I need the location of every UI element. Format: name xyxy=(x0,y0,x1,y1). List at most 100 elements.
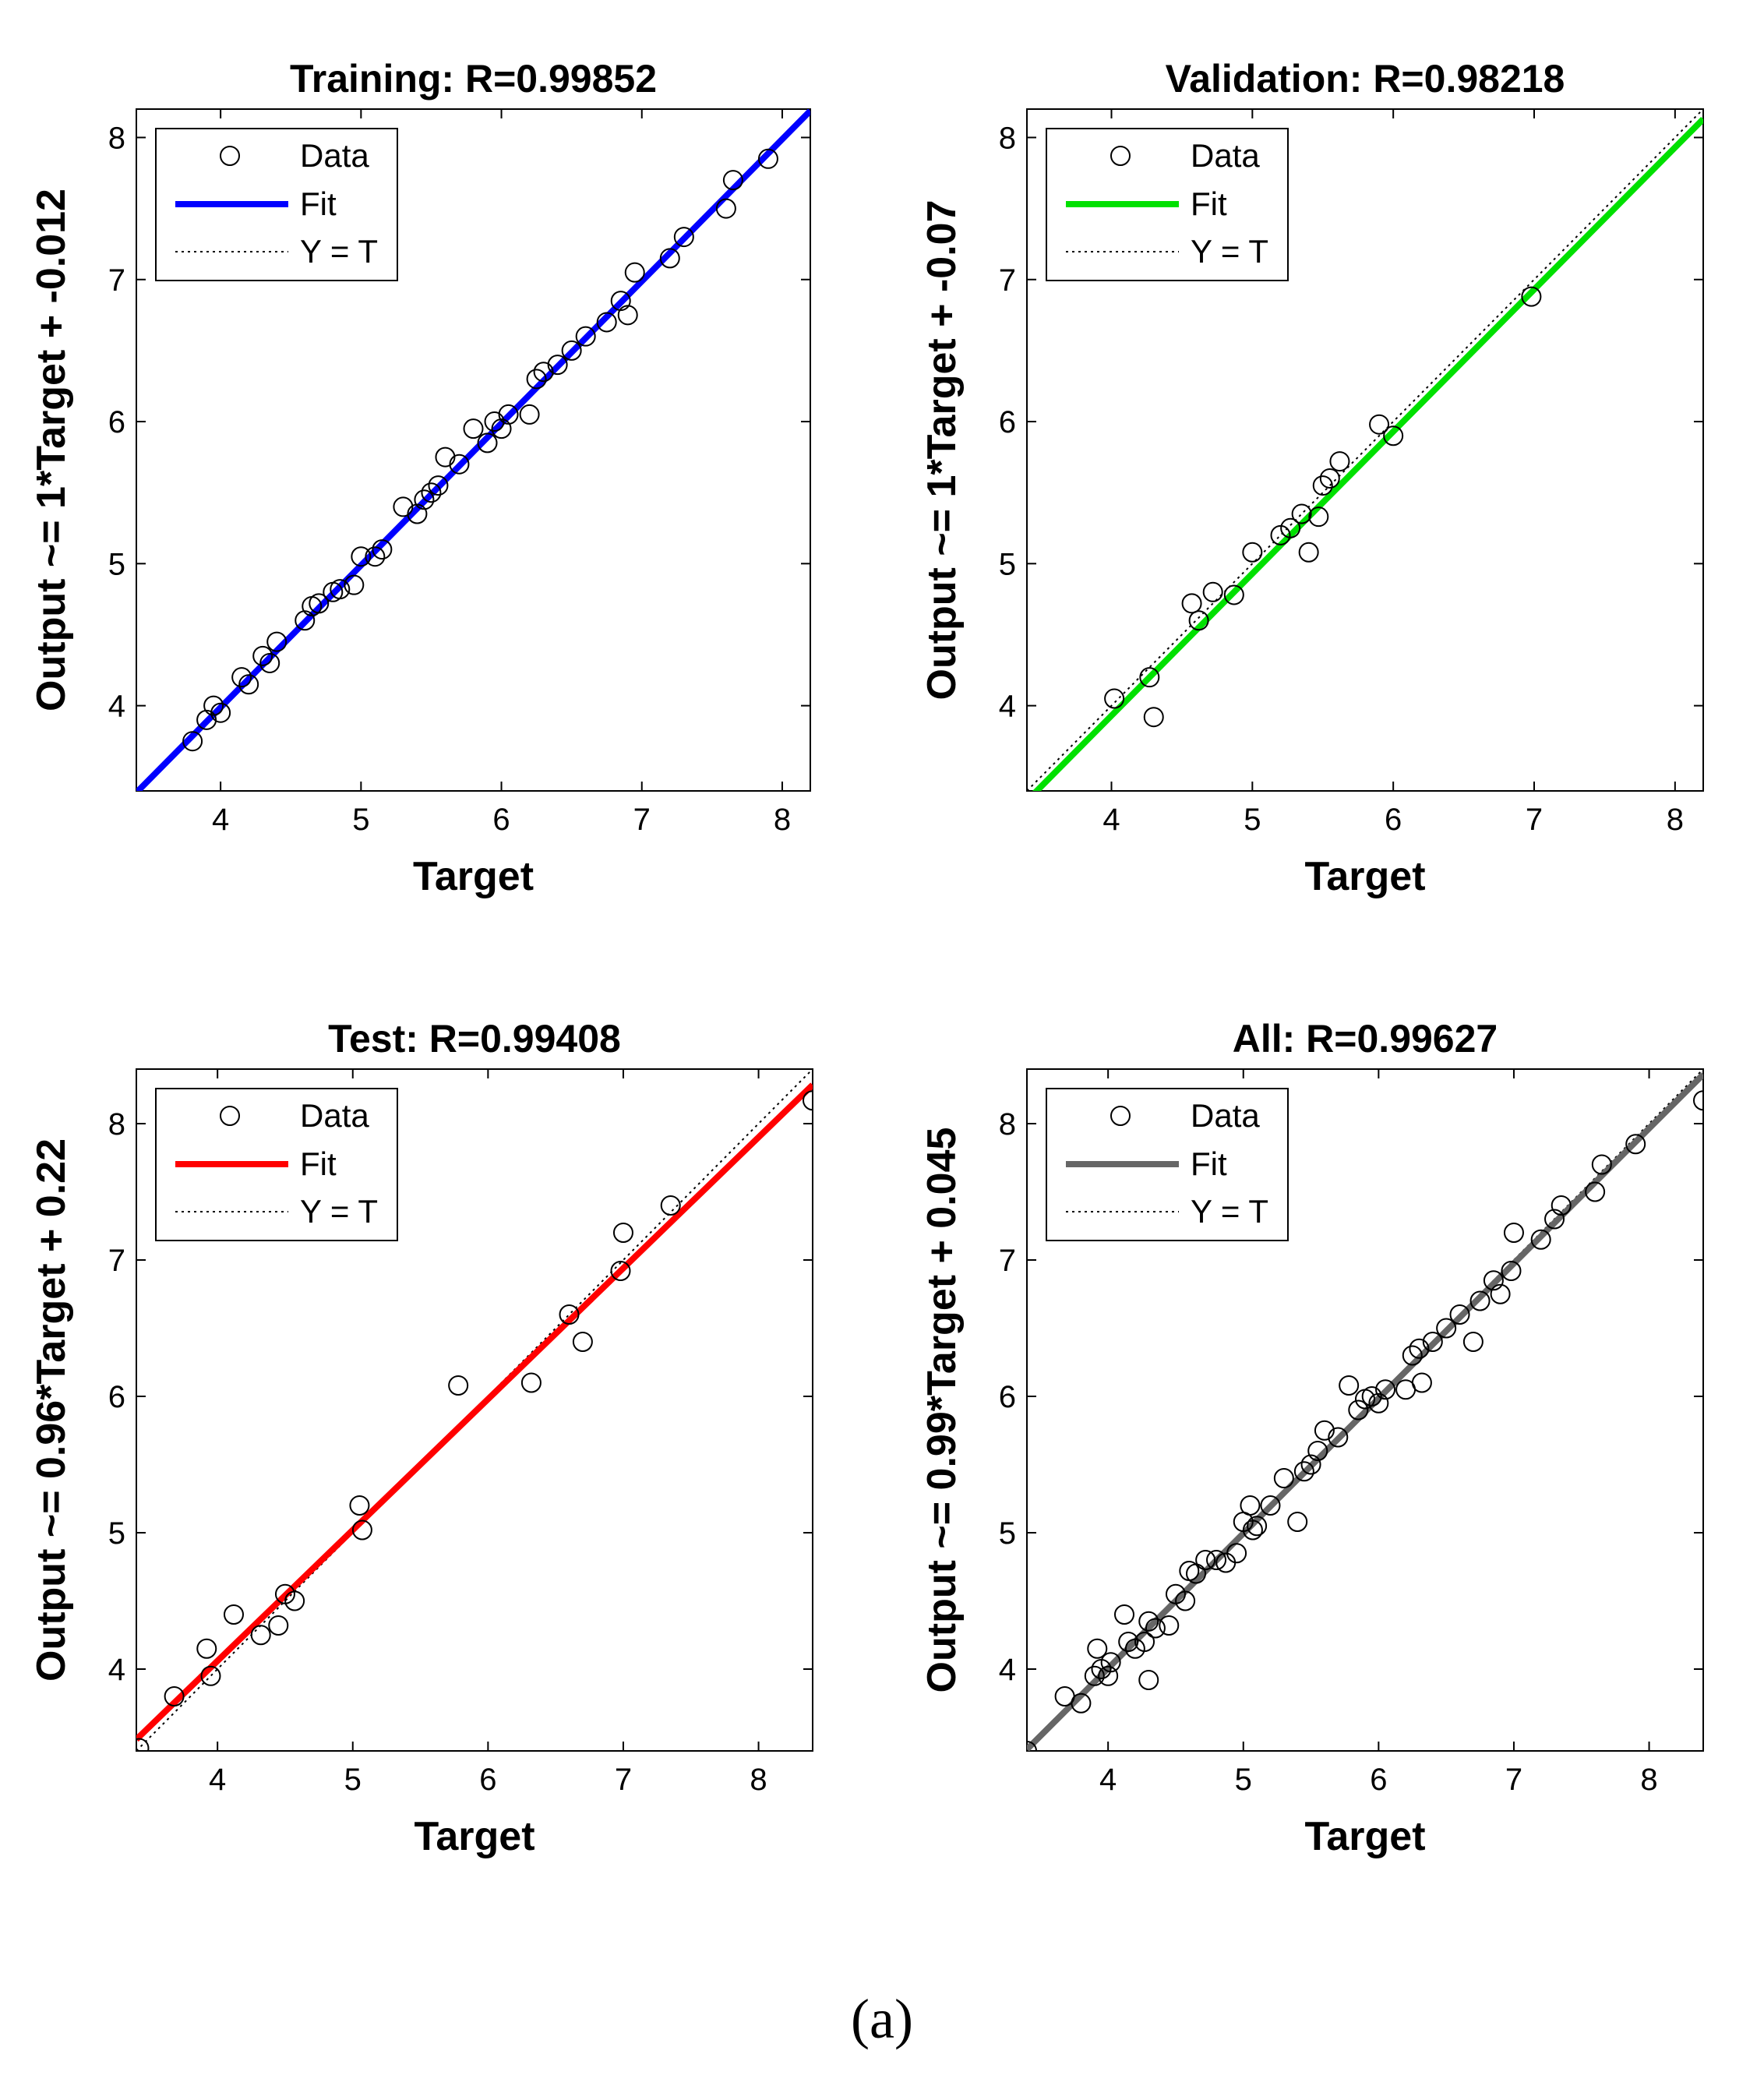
data-point xyxy=(526,369,547,390)
data-point xyxy=(547,355,568,376)
data-point xyxy=(1181,593,1202,614)
data-point xyxy=(268,1615,289,1636)
legend-data-marker xyxy=(1110,1106,1131,1126)
data-point xyxy=(596,312,617,333)
data-point xyxy=(1368,1392,1389,1414)
data-point xyxy=(1462,1332,1484,1352)
data-point xyxy=(1319,468,1340,489)
data-point xyxy=(1134,1632,1155,1652)
identity-line xyxy=(1027,109,1703,791)
data-point xyxy=(428,475,449,496)
data-point xyxy=(1260,1495,1281,1516)
data-point xyxy=(266,631,288,652)
data-point xyxy=(182,731,203,752)
data-point xyxy=(1307,1441,1328,1461)
x-tick-label: 6 xyxy=(1370,1763,1387,1797)
legend-fit-label: Fit xyxy=(1191,185,1227,222)
y-tick-label: 8 xyxy=(999,121,1016,155)
data-point xyxy=(1591,1154,1612,1175)
data-point xyxy=(1551,1195,1572,1216)
data-point xyxy=(351,546,372,567)
data-point xyxy=(575,326,596,347)
fit-line xyxy=(136,1082,813,1742)
data-point xyxy=(421,482,442,503)
chart-title: All: R=0.99627 xyxy=(1233,1017,1498,1061)
x-tick-label: 4 xyxy=(1099,1763,1117,1797)
x-tick-label: 4 xyxy=(209,1763,226,1797)
legend-data-marker xyxy=(220,1106,240,1126)
data-point xyxy=(1409,1338,1430,1359)
data-point xyxy=(533,362,554,383)
data-point xyxy=(448,1375,469,1396)
x-tick-label: 5 xyxy=(352,803,369,837)
data-point xyxy=(1186,1563,1206,1584)
y-tick-label: 6 xyxy=(108,405,125,439)
fit-line xyxy=(136,109,810,791)
data-point xyxy=(1312,475,1333,496)
x-axis-label: Target xyxy=(414,1814,534,1859)
legend-data-label: Data xyxy=(1191,137,1260,174)
data-point xyxy=(1361,1386,1382,1406)
x-axis-label: Target xyxy=(413,854,534,899)
x-tick-label: 8 xyxy=(774,803,791,837)
x-axis-label: Target xyxy=(1304,1814,1425,1859)
data-point xyxy=(572,1332,593,1352)
fit-line xyxy=(1032,116,1703,791)
legend-data-label: Data xyxy=(300,137,369,174)
data-point xyxy=(722,170,743,191)
data-point xyxy=(259,652,280,673)
data-point xyxy=(1436,1318,1457,1339)
data-point xyxy=(1273,1468,1294,1488)
chart-panel-4: All: R=0.99627 4 5 6 7 8 4 5 6 7 8 Target Output ~= … xyxy=(919,1017,1704,1859)
data-point xyxy=(1071,1692,1092,1714)
legend-data-label: Data xyxy=(1191,1097,1260,1134)
fit-line xyxy=(1027,1071,1703,1751)
data-point xyxy=(477,432,498,454)
y-tick-label: 5 xyxy=(999,1516,1016,1551)
chart-panel-2: Validation: R=0.98218 4 5 6 7 8 4 5 6 7 8 Target Out… xyxy=(919,57,1704,899)
data-point xyxy=(1202,581,1223,602)
legend-fit-label: Fit xyxy=(300,185,337,222)
data-point xyxy=(1206,1550,1227,1570)
data-point xyxy=(559,1304,580,1325)
chart-title: Test: R=0.99408 xyxy=(328,1017,621,1061)
data-point xyxy=(1138,1670,1159,1690)
data-point xyxy=(1469,1290,1491,1311)
data-point xyxy=(1175,1590,1196,1611)
data-point xyxy=(449,454,470,475)
data-point xyxy=(610,291,631,312)
data-point xyxy=(1449,1304,1470,1325)
data-point xyxy=(1300,1454,1321,1475)
legend-data-label: Data xyxy=(300,1097,369,1134)
data-point xyxy=(435,446,456,468)
x-tick-label: 7 xyxy=(1526,803,1543,837)
data-point xyxy=(1375,1379,1396,1400)
data-point xyxy=(295,610,316,631)
data-point xyxy=(491,418,512,439)
data-point xyxy=(1490,1283,1511,1304)
x-axis-label: Target xyxy=(1304,854,1425,899)
y-tick-label: 8 xyxy=(108,1107,125,1142)
data-point xyxy=(1402,1345,1423,1366)
x-tick-label: 4 xyxy=(1102,803,1120,837)
data-point xyxy=(1521,286,1542,307)
y-tick-label: 4 xyxy=(108,1653,125,1687)
data-point xyxy=(250,1625,271,1646)
data-point xyxy=(1084,1665,1105,1686)
legend: Data Fit Y = T xyxy=(155,128,398,281)
data-point xyxy=(1100,1652,1121,1673)
data-point xyxy=(1293,1461,1314,1482)
data-point xyxy=(349,1495,370,1516)
figure-caption: (a) xyxy=(851,1988,913,2050)
y-tick-label: 6 xyxy=(108,1380,125,1414)
plot-content xyxy=(136,1069,813,1751)
data-point xyxy=(372,539,393,560)
data-point xyxy=(1104,688,1125,709)
data-point xyxy=(624,262,645,283)
data-point xyxy=(1287,1512,1308,1532)
data-point xyxy=(1226,1543,1247,1564)
data-point xyxy=(1098,1665,1119,1686)
data-point xyxy=(330,579,351,600)
data-point xyxy=(284,1590,305,1611)
y-tick-label: 5 xyxy=(108,547,125,581)
